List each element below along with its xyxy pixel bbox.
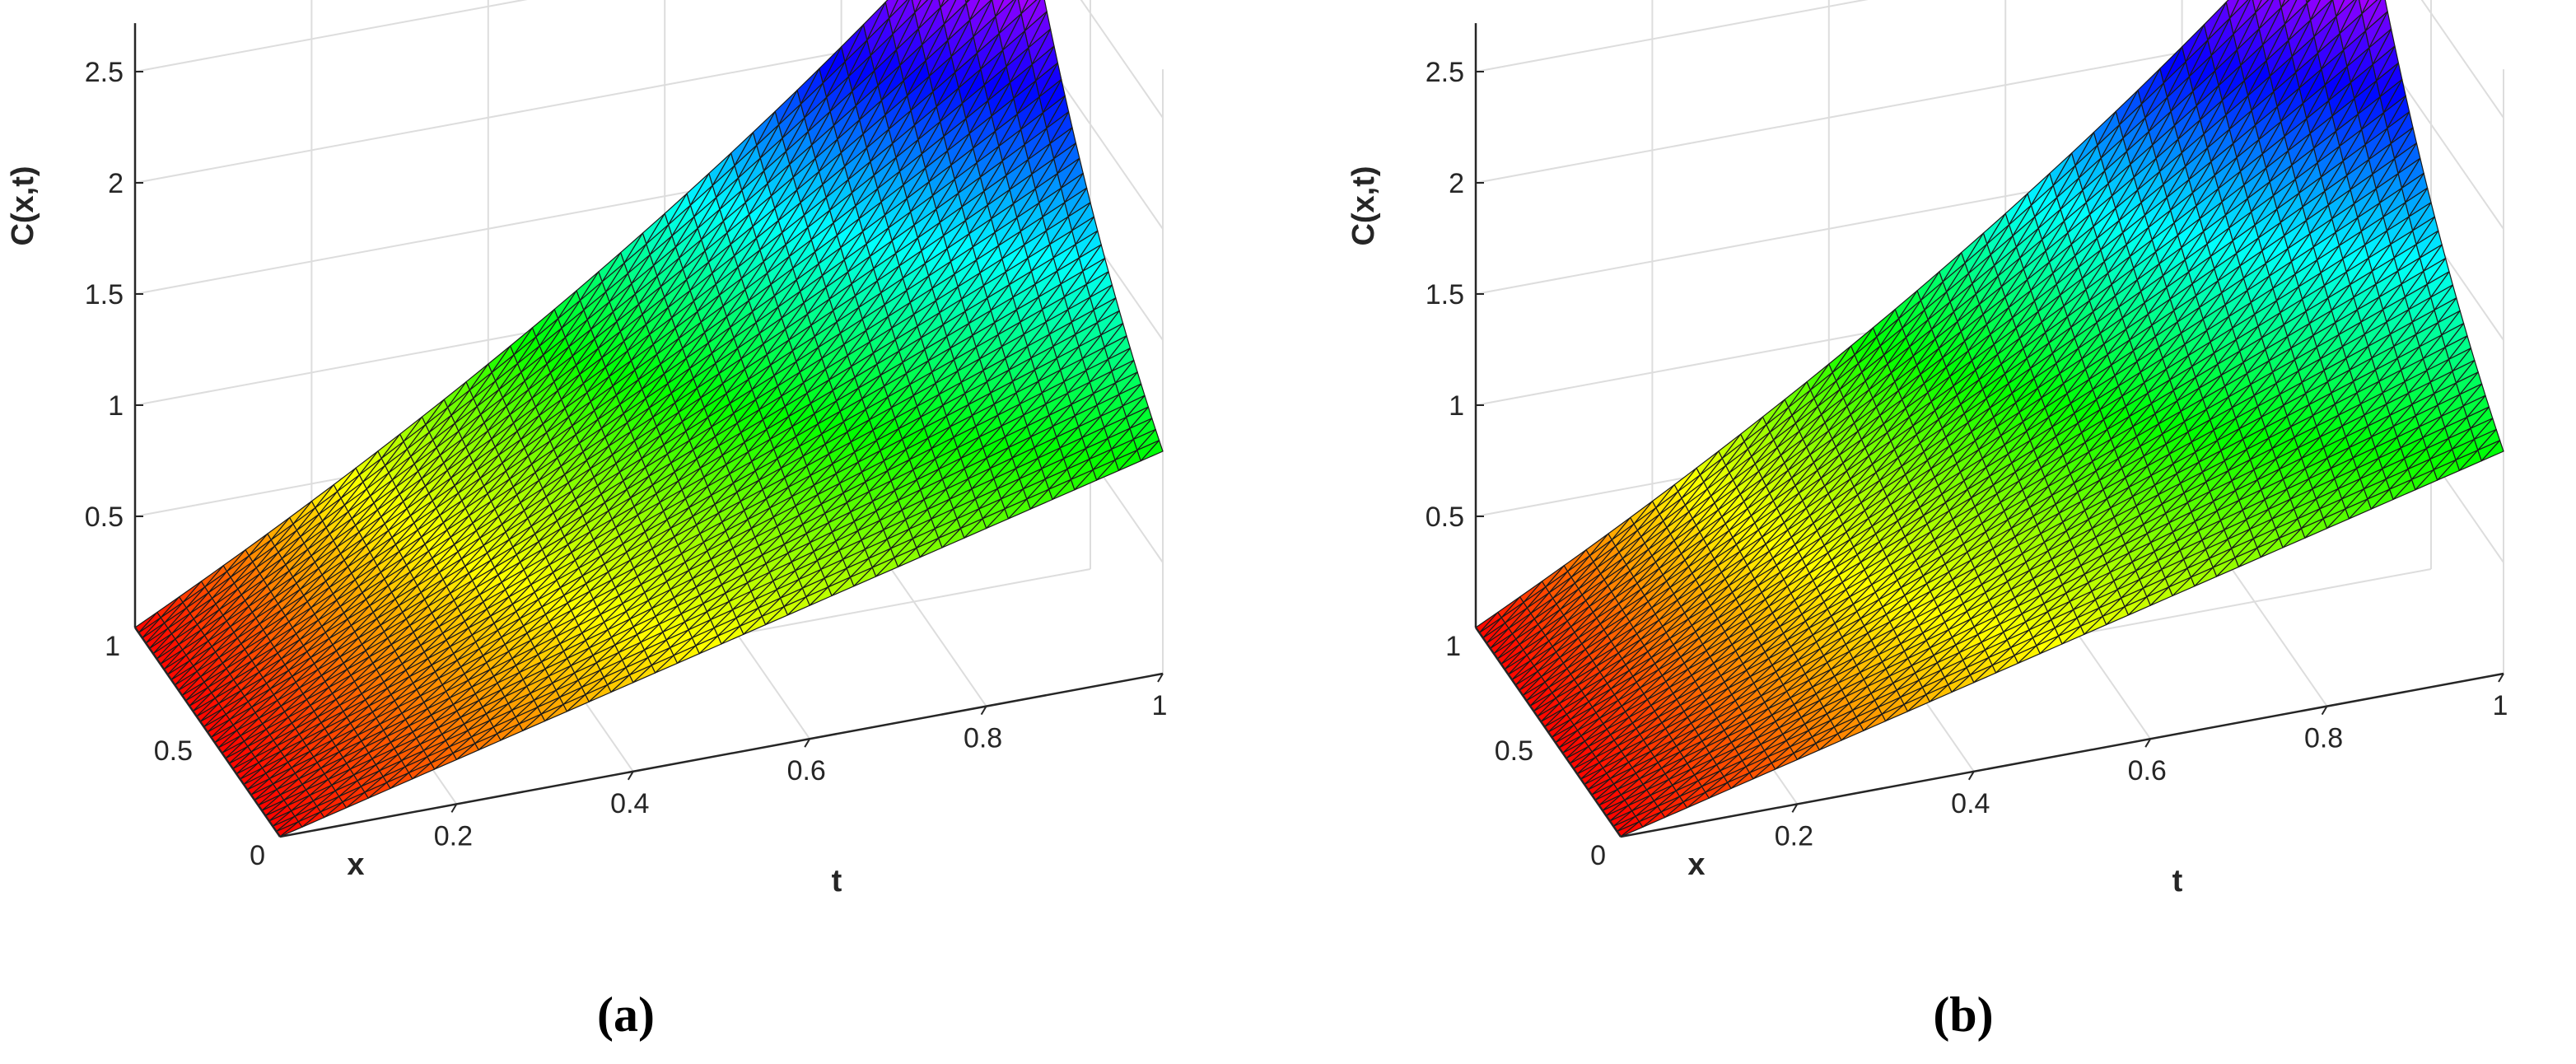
surface-facet [764,606,789,626]
t-tick-mark [627,771,634,781]
t-tick-label: 0.6 [787,755,826,786]
surface-facet [610,674,634,693]
surface-facet [1074,469,1098,491]
t-tick-mark [804,738,811,748]
x-tick-label: 0 [250,840,265,871]
surface-facet [985,508,1010,530]
surface-facet [809,586,833,606]
surface-mesh [1475,0,2504,838]
t-axis-line [279,672,1164,838]
surface-facet [390,772,413,790]
chart-canvas-a: 0.5 1 1.5 2 2.5 0 0.5 1 0.2 0.4 0.6 0.8 1 C(x,t) x t… [6,0,1168,1042]
surface-facet [964,518,987,539]
surface-facet [301,811,325,828]
surface-facet [455,743,479,761]
surface-facet [522,713,546,731]
chart-canvas-b: 0.511.522.500.510.20.40.60.81 C(x,t) x t… [1346,0,2508,1042]
axes [133,23,1164,838]
x-axis-line [133,627,282,838]
t-tick-mark [450,803,458,813]
t-tick-label: 0.2 [434,820,473,852]
x-axis-label: x [347,847,364,882]
surface-facet [1007,498,1031,520]
grid-line [1475,0,1869,72]
z-tick-label: 2 [108,168,124,199]
z-tick-label: 2.5 [85,57,124,88]
z-tick-label: 1.5 [85,279,124,310]
t-tick-label: 0.8 [964,723,1002,754]
t-axis-label: t [832,864,842,898]
surface-facet [588,684,612,702]
surface-facet [698,635,722,655]
tick-labels: 0.5 1 1.5 2 2.5 0 0.5 1 0.2 0.4 0.6 0.8 1 [85,57,1168,871]
surface-plot-b: 0.5 1 1.5 2 2.5 0 0.5 1 0.2 0.4 0.6 0.8 1 C(x,t) x t… [1288,0,2576,1064]
surface-facet [566,693,590,712]
surface-facet [1140,440,1164,462]
surface-plot-a: 0.5 1 1.5 2 2.5 0 0.5 1 0.2 0.4 0.6 0.8 1 C(x,t) x t… [6,0,1168,1042]
surface-facet [919,537,943,558]
surface-facet [1118,450,1141,472]
surface-facet [676,645,700,665]
z-axis-label: C(x,t) [6,166,40,245]
surface-facet [632,665,656,684]
t-tick-mark [1157,673,1164,683]
surface-facet [654,655,679,674]
x-tick-label: 1 [105,631,120,662]
z-tick-label: 1 [108,390,124,422]
surface-facet [897,547,921,568]
surface-facet [279,821,303,838]
surface-facet [367,782,391,799]
z-tick-label: 0.5 [85,502,124,533]
surface-mesh [134,0,1164,838]
surface-facet [875,557,899,577]
surface-facet [853,567,877,587]
t-tick-label: 0.4 [610,788,649,819]
surface-facet [1029,488,1053,510]
t-tick-mark [980,706,987,716]
surface-facet [786,596,810,616]
t-tick-label: 1 [1152,690,1168,721]
surface-facet [500,723,524,741]
grid-line [134,0,528,72]
surface-facet [743,615,767,635]
caption-a: (a) [597,987,655,1042]
x-tick-label: 0.5 [154,735,193,767]
surface-facet [544,703,568,722]
surface-facet [1095,459,1120,481]
surface-facet [433,753,458,770]
surface-facet [412,762,436,780]
surface-facet [478,733,502,751]
